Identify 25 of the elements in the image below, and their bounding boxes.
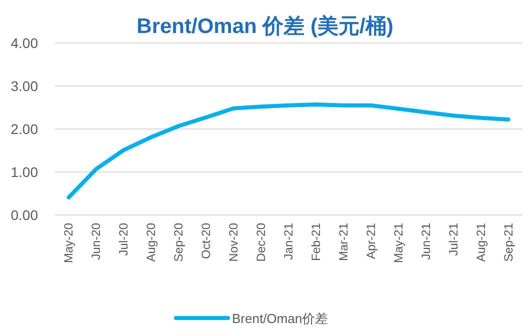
x-tick-label: Sep-21 [501,222,516,262]
y-tick-label: 4.00 [10,35,38,51]
x-tick-label: Aug-20 [144,222,158,262]
x-tick-label: Jul-20 [116,222,131,256]
chart-title: Brent/Oman 价差 (美元/桶) [136,14,394,38]
y-tick-label: 3.00 [10,78,38,94]
x-tick-label: May-20 [62,222,76,264]
x-tick-label: Oct-20 [199,222,214,260]
legend-label: Brent/Oman价差 [232,311,328,326]
x-tick-label: Nov-20 [226,222,241,262]
y-tick-label: 2.00 [10,121,38,137]
x-tick-label: Mar-21 [336,222,350,262]
x-tick-label: Feb-21 [308,222,323,262]
x-tick-label: Sep-20 [172,222,186,262]
x-tick-label: Jul-21 [446,222,460,256]
line-series [66,102,510,200]
x-tick-label: Jun-20 [89,222,104,260]
x-tick-label: Jun-21 [418,222,433,260]
x-tick-label: Apr-21 [364,222,378,260]
x-tick-label: Jan-21 [282,222,296,260]
y-tick-label: 1.00 [10,164,38,180]
x-tick-label: Aug-21 [474,222,488,262]
y-tick-label: 0.00 [10,207,38,223]
x-tick-label: May-21 [391,222,406,264]
x-tick-label: Dec-20 [254,222,268,262]
